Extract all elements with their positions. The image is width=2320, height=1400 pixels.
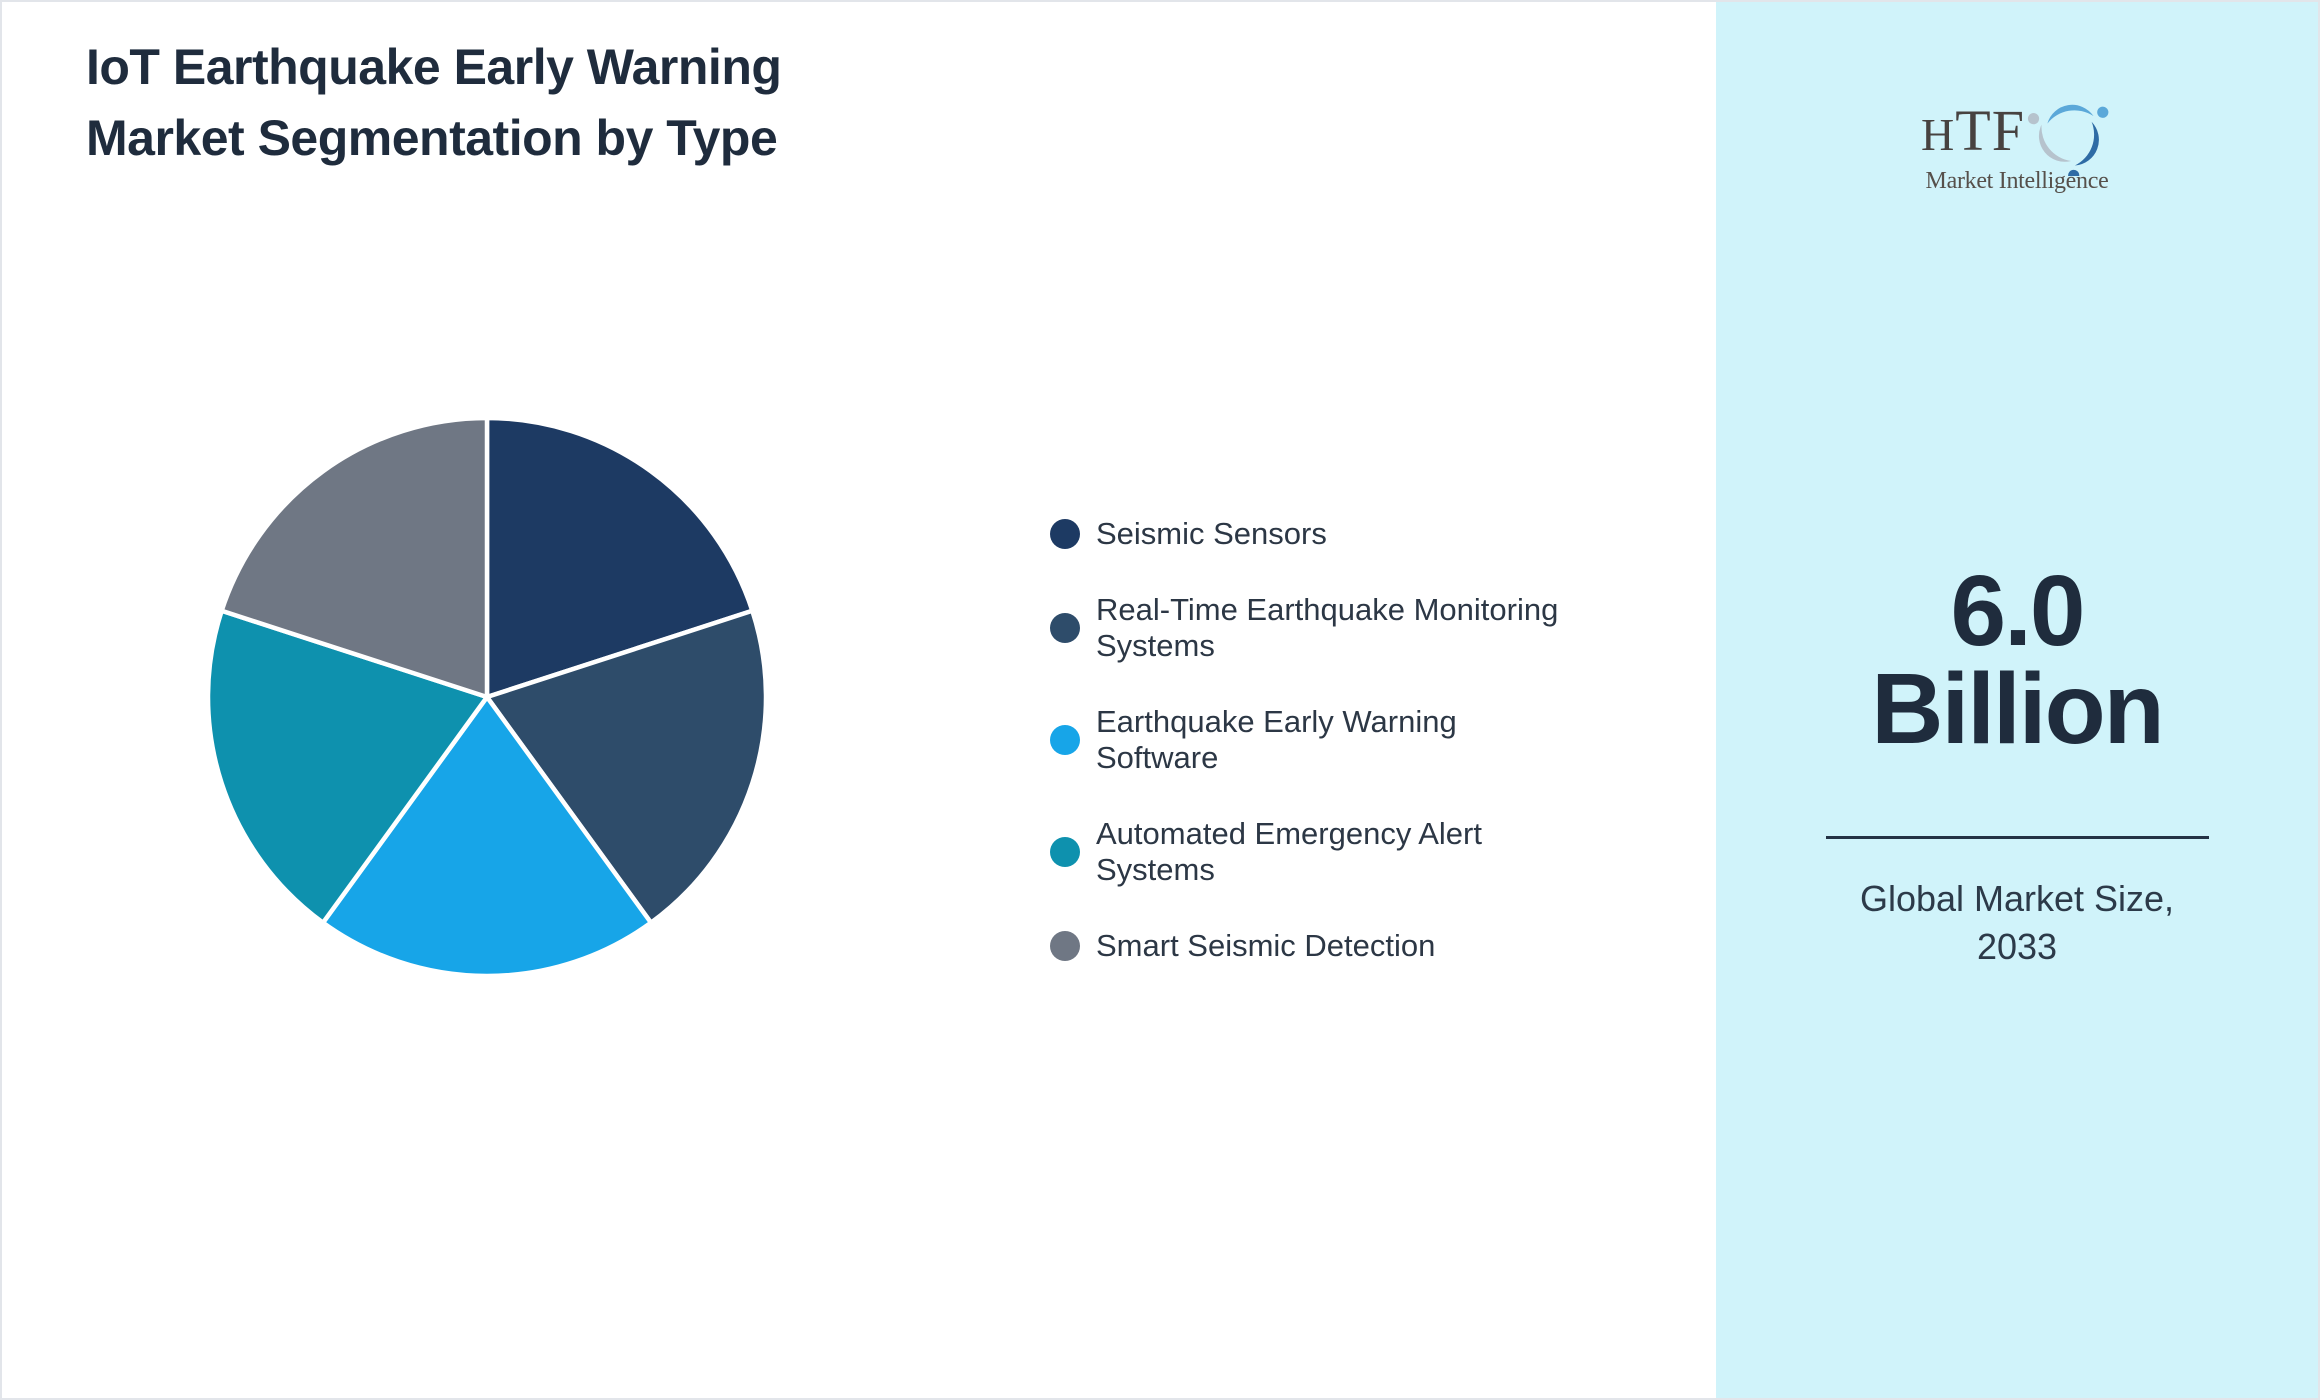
pie-chart [204, 414, 770, 980]
page-title-line2: Market Segmentation by Type [86, 110, 778, 166]
legend-item: Smart Seismic Detection [1050, 928, 1586, 964]
page-title-line1: IoT Earthquake Early Warning [86, 39, 782, 95]
chart-panel: IoT Earthquake Early Warning Market Segme… [2, 2, 1716, 1398]
page-title: IoT Earthquake Early Warning Market Segme… [86, 32, 782, 174]
legend-swatch-icon [1050, 836, 1080, 867]
pie-slice-2 [320, 694, 654, 979]
legend-item: Automated Emergency Alert Systems [1050, 816, 1586, 888]
pie-chart-svg [205, 415, 769, 979]
legend-item: Earthquake Early Warning Software [1050, 704, 1586, 776]
legend-swatch-icon [1050, 930, 1080, 961]
htf-logo: HTF Market Intelligence [1716, 78, 2318, 195]
htf-logo-swirl-icon [2027, 104, 2109, 176]
market-size-value: 6.0 Billion [1871, 561, 2165, 759]
legend-label: Seismic Sensors [1096, 516, 1327, 551]
market-size-caption: Global Market Size, 2033 [1860, 875, 2174, 971]
legend-item: Real-Time Earthquake Monitoring Systems [1050, 592, 1586, 664]
legend-swatch-icon [1050, 612, 1080, 643]
market-size-unit: Billion [1871, 653, 2165, 765]
legend-swatch-icon [1050, 724, 1080, 755]
htf-logo-text: HTF [1921, 98, 2025, 163]
pie-slice-0 [484, 415, 755, 700]
chart-legend: Seismic Sensors Real-Time Earthquake Moni… [1050, 516, 1586, 964]
pie-slice-3 [205, 608, 490, 925]
sidebar: HTF Market Intelligence [1716, 2, 2318, 1398]
divider-line [1825, 836, 2209, 839]
legend-label: Earthquake Early Warning Software [1096, 703, 1457, 775]
pie-slice-4 [219, 415, 490, 700]
legend-swatch-icon [1050, 518, 1080, 549]
legend-label: Automated Emergency Alert Systems [1096, 815, 1482, 887]
market-size-block: 6.0 Billion Global Market Size, 2033 [1716, 561, 2318, 971]
legend-label: Smart Seismic Detection [1096, 927, 1436, 963]
htf-logo-row: HTF [1921, 78, 2113, 176]
pie-slice-1 [484, 608, 769, 925]
legend-label: Real-Time Earthquake Monitoring Systems [1096, 591, 1559, 663]
market-size-caption-line2: 2033 [1976, 925, 2058, 967]
legend-item: Seismic Sensors [1050, 516, 1586, 552]
market-size-caption-line1: Global Market Size, [1859, 878, 2175, 919]
market-size-number: 6.0 [1950, 555, 2085, 667]
